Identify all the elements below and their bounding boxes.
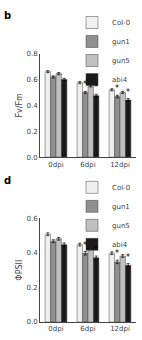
svg-text:Fv/Fm: Fv/Fm [15, 93, 24, 118]
svg-text:gun5: gun5 [112, 222, 130, 230]
svg-text:gun1: gun1 [112, 38, 130, 46]
svg-text:0dpi: 0dpi [48, 161, 63, 169]
svg-text:0.0: 0.0 [26, 318, 37, 326]
svg-text:Col-0: Col-0 [112, 19, 130, 27]
svg-text:*: * [94, 83, 98, 92]
svg-text:abi4: abi4 [112, 241, 128, 249]
svg-text:0.0: 0.0 [26, 154, 37, 162]
svg-text:0.6: 0.6 [26, 215, 38, 223]
svg-text:0.4: 0.4 [26, 249, 38, 257]
svg-text:*: * [83, 241, 87, 250]
svg-text:6dpi: 6dpi [80, 325, 95, 333]
svg-text:12dpi: 12dpi [110, 325, 130, 333]
svg-text:*: * [83, 80, 87, 89]
svg-text:ΦPSII: ΦPSII [15, 260, 24, 281]
svg-text:abi4: abi4 [112, 76, 128, 84]
svg-text:0dpi: 0dpi [48, 325, 63, 333]
svg-text:d: d [4, 175, 11, 186]
svg-text:*: * [126, 88, 130, 97]
svg-text:gun1: gun1 [112, 203, 130, 211]
svg-text:0.6: 0.6 [26, 76, 38, 84]
svg-text:0.4: 0.4 [26, 102, 38, 110]
svg-text:*: * [94, 245, 98, 254]
svg-text:*: * [115, 84, 119, 93]
svg-text:*: * [126, 253, 130, 262]
svg-text:0.2: 0.2 [26, 284, 37, 292]
svg-text:0.2: 0.2 [26, 128, 37, 136]
svg-text:Col-0: Col-0 [112, 184, 130, 192]
svg-text:*: * [115, 249, 119, 258]
svg-text:0.8: 0.8 [26, 50, 37, 58]
svg-text:12dpi: 12dpi [110, 161, 130, 169]
svg-text:6dpi: 6dpi [80, 161, 95, 169]
svg-text:b: b [4, 10, 11, 21]
svg-text:gun5: gun5 [112, 57, 130, 65]
